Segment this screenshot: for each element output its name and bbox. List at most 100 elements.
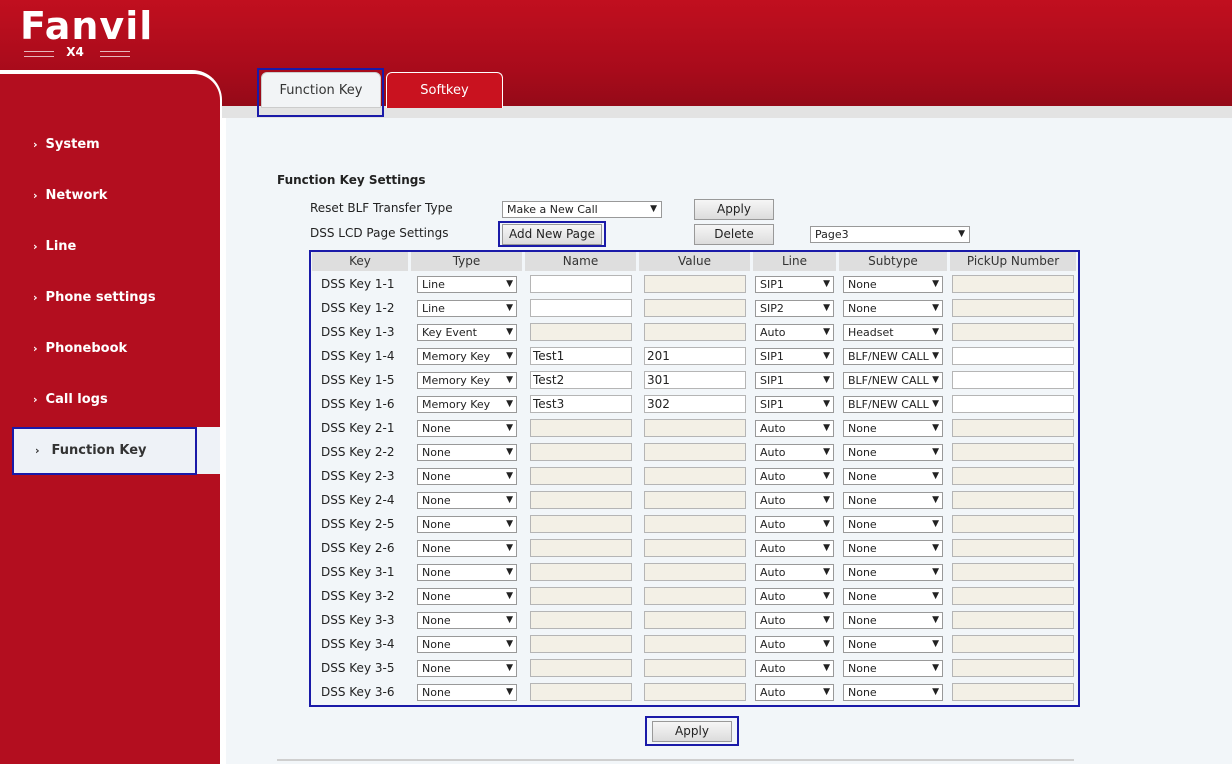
pickup-number-input[interactable]	[952, 371, 1074, 389]
subtype-select[interactable]: None ▼	[843, 516, 943, 533]
type-select[interactable]: Key Event ▼	[417, 324, 517, 341]
select-value: None	[422, 638, 451, 651]
name-input	[530, 563, 632, 581]
sidebar-item-system[interactable]: › System	[33, 135, 100, 155]
line-select[interactable]: SIP1 ▼	[755, 276, 834, 293]
apply-blf-button[interactable]: Apply	[694, 199, 774, 220]
subtype-select[interactable]: None ▼	[843, 660, 943, 677]
line-select[interactable]: Auto ▼	[755, 492, 834, 509]
key-label: DSS Key 1-4	[321, 349, 395, 363]
tab-function-key[interactable]: Function Key	[261, 72, 381, 108]
line-select[interactable]: Auto ▼	[755, 324, 834, 341]
subtype-select[interactable]: None ▼	[843, 684, 943, 701]
type-select[interactable]: None ▼	[417, 516, 517, 533]
name-input	[530, 419, 632, 437]
sidebar-item-call-logs[interactable]: › Call logs	[33, 390, 108, 410]
line-select[interactable]: Auto ▼	[755, 420, 834, 437]
subtype-select[interactable]: None ▼	[843, 468, 943, 485]
name-input[interactable]: Test2	[530, 371, 632, 389]
dropdown-arrow-icon: ▼	[821, 613, 830, 628]
subtype-select[interactable]: None ▼	[843, 492, 943, 509]
value-input[interactable]: 302	[644, 395, 746, 413]
line-select[interactable]: Auto ▼	[755, 468, 834, 485]
type-select[interactable]: Memory Key ▼	[417, 396, 517, 413]
subtype-select[interactable]: Headset ▼	[843, 324, 943, 341]
apply-button[interactable]: Apply	[652, 721, 732, 742]
type-select[interactable]: Memory Key ▼	[417, 372, 517, 389]
line-select[interactable]: SIP1 ▼	[755, 348, 834, 365]
subtype-select[interactable]: None ▼	[843, 540, 943, 557]
key-label: DSS Key 2-6	[321, 541, 395, 555]
subtype-select[interactable]: None ▼	[843, 564, 943, 581]
subtype-select[interactable]: None ▼	[843, 444, 943, 461]
reset-blf-select[interactable]: Make a New Call ▼	[502, 201, 662, 218]
type-select[interactable]: None ▼	[417, 444, 517, 461]
name-input[interactable]	[530, 275, 632, 293]
type-select[interactable]: None ▼	[417, 492, 517, 509]
subtype-select[interactable]: BLF/NEW CALL ▼	[843, 348, 943, 365]
line-select[interactable]: Auto ▼	[755, 660, 834, 677]
line-select[interactable]: SIP2 ▼	[755, 300, 834, 317]
sidebar-item-network[interactable]: › Network	[33, 186, 107, 206]
sidebar-item-line[interactable]: › Line	[33, 237, 76, 257]
line-select[interactable]: Auto ▼	[755, 444, 834, 461]
value-input	[644, 299, 746, 317]
line-select[interactable]: Auto ▼	[755, 588, 834, 605]
line-select[interactable]: SIP1 ▼	[755, 396, 834, 413]
subtype-select[interactable]: None ▼	[843, 276, 943, 293]
type-select[interactable]: None ▼	[417, 468, 517, 485]
select-value: Line	[422, 278, 445, 291]
subtype-select[interactable]: None ▼	[843, 420, 943, 437]
name-input	[530, 491, 632, 509]
sidebar-item-phone-settings[interactable]: › Phone settings	[33, 288, 156, 308]
line-select[interactable]: Auto ▼	[755, 540, 834, 557]
type-select[interactable]: None ▼	[417, 588, 517, 605]
pickup-number-input[interactable]	[952, 395, 1074, 413]
type-select[interactable]: None ▼	[417, 636, 517, 653]
subtype-select[interactable]: BLF/NEW CALL ▼	[843, 372, 943, 389]
pickup-number-input[interactable]	[952, 347, 1074, 365]
line-select[interactable]: Auto ▼	[755, 636, 834, 653]
reset-blf-label: Reset BLF Transfer Type	[310, 201, 453, 215]
delete-page-button[interactable]: Delete	[694, 224, 774, 245]
type-select[interactable]: None ▼	[417, 660, 517, 677]
add-new-page-button[interactable]: Add New Page	[502, 224, 602, 245]
value-input[interactable]: 301	[644, 371, 746, 389]
select-value: Make a New Call	[507, 203, 598, 216]
column-header-key: Key	[312, 252, 408, 271]
dropdown-arrow-icon: ▼	[821, 565, 830, 580]
subtype-select[interactable]: BLF/NEW CALL ▼	[843, 396, 943, 413]
type-select[interactable]: None ▼	[417, 612, 517, 629]
line-select[interactable]: Auto ▼	[755, 564, 834, 581]
pickup-number-input	[952, 563, 1074, 581]
type-select[interactable]: None ▼	[417, 684, 517, 701]
type-select[interactable]: Line ▼	[417, 276, 517, 293]
subtype-select[interactable]: None ▼	[843, 612, 943, 629]
value-input	[644, 539, 746, 557]
name-input[interactable]: Test3	[530, 395, 632, 413]
select-value: Auto	[760, 614, 786, 627]
type-select[interactable]: None ▼	[417, 540, 517, 557]
tab-softkey[interactable]: Softkey	[386, 72, 503, 108]
line-select[interactable]: Auto ▼	[755, 612, 834, 629]
name-input[interactable]	[530, 299, 632, 317]
line-select[interactable]: SIP1 ▼	[755, 372, 834, 389]
dropdown-arrow-icon: ▼	[504, 445, 513, 460]
type-select[interactable]: Memory Key ▼	[417, 348, 517, 365]
type-select[interactable]: None ▼	[417, 420, 517, 437]
type-select[interactable]: Line ▼	[417, 300, 517, 317]
dropdown-arrow-icon: ▼	[504, 301, 513, 316]
sidebar-item-function-key[interactable]	[12, 427, 220, 474]
line-select[interactable]: Auto ▼	[755, 684, 834, 701]
page-select[interactable]: Page3 ▼	[810, 226, 970, 243]
select-value: Auto	[760, 494, 786, 507]
name-input[interactable]: Test1	[530, 347, 632, 365]
value-input[interactable]: 201	[644, 347, 746, 365]
subtype-select[interactable]: None ▼	[843, 588, 943, 605]
subtype-select[interactable]: None ▼	[843, 300, 943, 317]
line-select[interactable]: Auto ▼	[755, 516, 834, 533]
subtype-select[interactable]: None ▼	[843, 636, 943, 653]
sidebar-item-phonebook[interactable]: › Phonebook	[33, 339, 127, 359]
type-select[interactable]: None ▼	[417, 564, 517, 581]
sidebar-item-label: Function Key	[51, 443, 147, 458]
